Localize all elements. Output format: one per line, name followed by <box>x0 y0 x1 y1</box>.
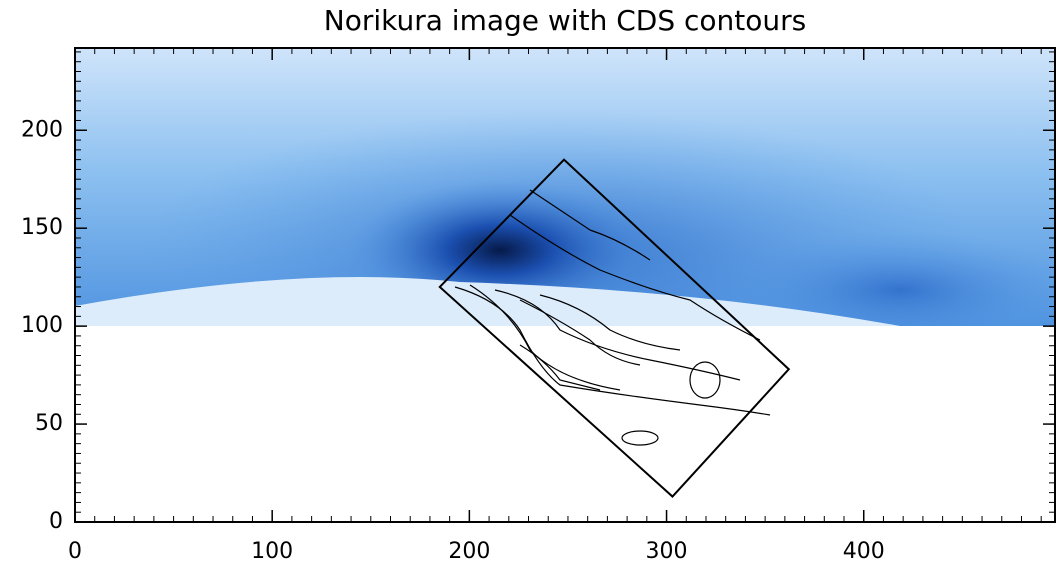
x-tick-label: 0 <box>68 539 82 564</box>
x-tick-label: 300 <box>646 539 688 564</box>
cds-field-box <box>438 158 791 498</box>
y-tick-label: 150 <box>21 215 63 240</box>
norikura-image <box>75 48 1055 522</box>
y-tick-label: 0 <box>49 509 63 534</box>
axes <box>74 47 1056 523</box>
y-tick-label: 100 <box>21 313 63 338</box>
y-tick-label: 200 <box>21 117 63 142</box>
contours <box>454 189 771 446</box>
plot-frame <box>74 47 1056 523</box>
x-tick-label: 200 <box>448 539 490 564</box>
x-tick-label: 100 <box>251 539 293 564</box>
chart-title: Norikura image with CDS contours <box>324 4 806 37</box>
y-tick-label: 50 <box>35 411 63 436</box>
x-tick-label: 400 <box>843 539 885 564</box>
